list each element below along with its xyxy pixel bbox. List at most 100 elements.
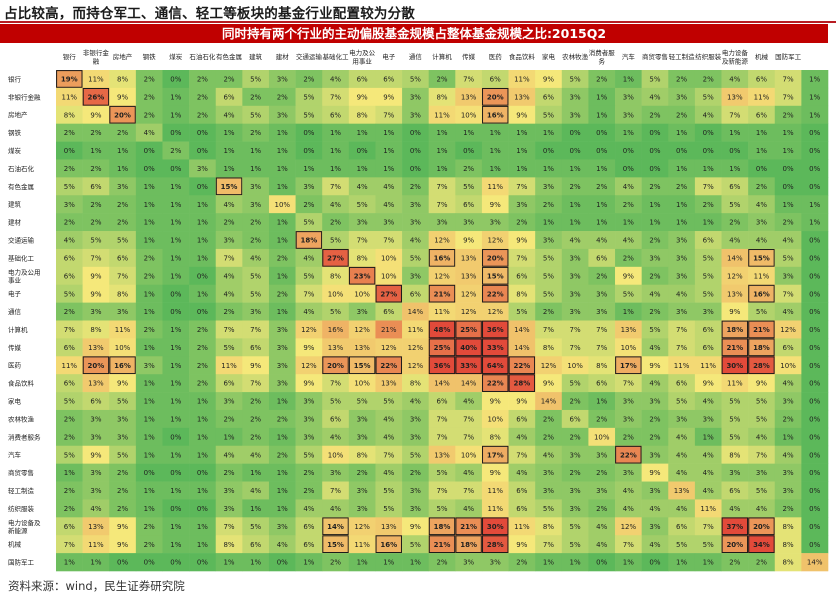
heatmap-cell xyxy=(295,105,323,124)
cell-value: 14% xyxy=(461,380,477,388)
heatmap-cell xyxy=(481,266,509,286)
page-title: 占比较高，而持仓军工、通信、轻工等板块的基金行业配置较为分散 xyxy=(4,6,415,22)
cell-value: 13% xyxy=(674,487,690,495)
cell-value: 3% xyxy=(197,165,208,173)
heatmap-cell xyxy=(375,517,403,536)
heatmap-cell xyxy=(641,231,669,250)
cell-value: 5% xyxy=(756,416,767,424)
cell-value: 5% xyxy=(543,272,554,280)
cell-value: 8% xyxy=(490,433,501,441)
cell-value: 48% xyxy=(434,326,451,334)
cell-value: 3% xyxy=(410,505,421,513)
cell-value: 1% xyxy=(197,416,208,424)
heatmap-cell xyxy=(428,517,456,536)
cell-value: 40% xyxy=(460,344,477,352)
cell-value: 9% xyxy=(543,380,554,388)
heatmap-cell xyxy=(588,553,616,572)
cell-value: 14% xyxy=(541,398,557,406)
heatmap-cell xyxy=(641,553,669,572)
cell-value: 3% xyxy=(117,433,128,441)
row-label: 基础化工 xyxy=(8,253,35,262)
heatmap-cell xyxy=(748,445,776,464)
column-header: 电力设备及新能源 xyxy=(722,48,749,66)
cell-value: 1% xyxy=(250,469,261,477)
cell-value: 11% xyxy=(727,380,743,388)
heatmap-cell xyxy=(295,320,323,339)
cell-value: 0% xyxy=(197,272,208,280)
heatmap-cell xyxy=(82,409,110,429)
cell-value: 2% xyxy=(144,93,155,101)
cell-value: 1% xyxy=(330,147,341,155)
cell-value: 4% xyxy=(383,469,394,477)
cell-value: 1% xyxy=(703,559,714,567)
heatmap-cell xyxy=(82,499,110,518)
heatmap-cell xyxy=(109,427,137,447)
heatmap-cell xyxy=(455,159,483,178)
cell-value: 13% xyxy=(88,344,104,352)
cell-value: 9% xyxy=(623,272,634,280)
heatmap-cell xyxy=(322,302,350,321)
cell-value: 8% xyxy=(330,272,341,280)
cell-value: 5% xyxy=(436,505,447,513)
row-label: 房地产 xyxy=(8,110,28,119)
cell-value: 0% xyxy=(809,254,820,262)
cell-value: 1% xyxy=(809,93,820,101)
heatmap-cell xyxy=(668,499,696,518)
heatmap-cell xyxy=(295,141,323,160)
heatmap-cell xyxy=(481,141,509,160)
cell-value: 10% xyxy=(354,380,370,388)
heatmap-cell xyxy=(109,409,137,429)
cell-value: 3% xyxy=(277,380,288,388)
cell-value: 2% xyxy=(117,487,128,495)
heatmap-cell xyxy=(268,231,296,250)
heatmap-cell xyxy=(242,338,270,357)
heatmap-cell xyxy=(668,445,696,464)
cell-value: 3% xyxy=(64,201,75,209)
cell-value: 18% xyxy=(726,326,743,334)
column-header: 通信 xyxy=(409,52,423,61)
heatmap-cell xyxy=(561,535,589,554)
cell-value: 5% xyxy=(463,183,474,191)
cell-value: 5% xyxy=(703,272,714,280)
heatmap-cell xyxy=(375,374,403,393)
cell-value: 3% xyxy=(357,219,368,227)
cell-value: 1% xyxy=(90,147,101,155)
cell-value: 2% xyxy=(649,416,660,424)
heatmap-cell xyxy=(455,338,483,357)
column-header: 基础化工 xyxy=(323,52,350,61)
heatmap-cell xyxy=(668,553,696,572)
heatmap-cell xyxy=(348,284,376,303)
heatmap-cell xyxy=(455,392,483,411)
cell-value: 2% xyxy=(783,111,794,119)
heatmap-cell xyxy=(375,284,403,303)
cell-value: 1% xyxy=(144,487,155,495)
cell-value: 20% xyxy=(487,254,504,262)
cell-value: 13% xyxy=(434,451,450,459)
cell-value: 2% xyxy=(649,272,660,280)
heatmap-cell xyxy=(481,195,509,214)
cell-value: 33% xyxy=(487,344,504,352)
cell-value: 3% xyxy=(223,398,234,406)
heatmap-cell xyxy=(721,427,749,447)
cell-value: 6% xyxy=(756,76,767,84)
heatmap-cell xyxy=(268,248,296,268)
heatmap-cell xyxy=(189,535,217,554)
heatmap-cell xyxy=(561,445,589,464)
heatmap-cell xyxy=(56,409,83,429)
heatmap-cell xyxy=(215,159,243,178)
cell-value: 7% xyxy=(436,433,447,441)
heatmap-cell xyxy=(322,553,350,572)
cell-value: 12% xyxy=(461,290,477,298)
heatmap-cell xyxy=(428,105,456,124)
heatmap-cell xyxy=(481,70,509,89)
cell-value: 9% xyxy=(250,362,261,370)
cell-value: 1% xyxy=(676,559,687,567)
heatmap-cell xyxy=(162,231,190,250)
heatmap-cell xyxy=(428,320,456,339)
heatmap-cell xyxy=(428,284,456,303)
heatmap-cell xyxy=(189,70,217,89)
heatmap-cell xyxy=(242,553,270,572)
cell-value: 1% xyxy=(277,129,288,137)
heatmap-cell xyxy=(721,177,749,196)
cell-value: 8% xyxy=(783,559,794,567)
